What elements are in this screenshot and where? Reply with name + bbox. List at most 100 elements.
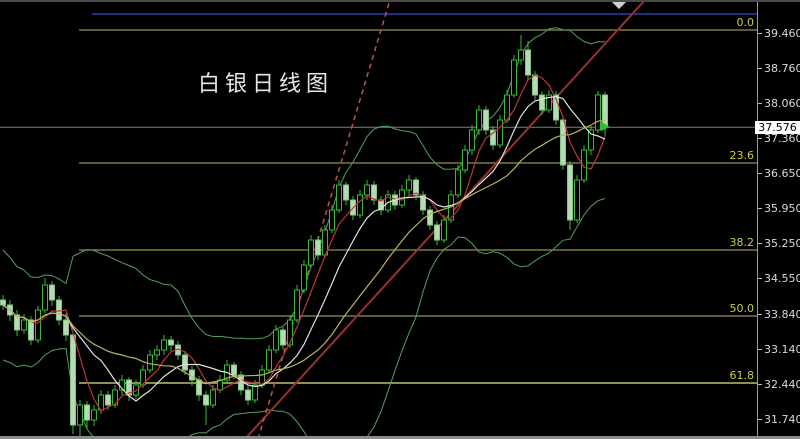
- axis-tick: [758, 208, 762, 209]
- candle-up: [329, 209, 335, 231]
- candle-down: [539, 94, 545, 111]
- candle-up: [511, 59, 517, 96]
- candle-up: [252, 384, 258, 401]
- candle-down: [280, 329, 286, 346]
- candle-up: [357, 194, 363, 216]
- top-triangle-marker: [610, 0, 628, 10]
- candle-up: [147, 354, 153, 371]
- candle-up: [406, 179, 412, 191]
- axis-tick: [758, 102, 762, 104]
- candle-down: [602, 94, 608, 128]
- candlestick-chart-canvas[interactable]: 0.0 23.6 38.2 50.0 61.8: [0, 0, 757, 439]
- candle-up: [301, 264, 307, 291]
- candle-up: [294, 289, 300, 321]
- candle-down: [532, 74, 538, 96]
- candle-up: [581, 149, 587, 181]
- axis-tick: [758, 278, 762, 279]
- candle-up: [266, 349, 272, 371]
- price-axis-label: 39.460: [764, 26, 800, 40]
- candle-down: [238, 374, 244, 391]
- candle-up: [518, 49, 524, 61]
- axis-tick: [758, 32, 762, 34]
- candle-up: [210, 389, 216, 406]
- price-axis-label: 38.760: [764, 61, 800, 75]
- candle-up: [546, 94, 552, 111]
- axis-tick: [758, 313, 762, 315]
- candle-down: [126, 379, 132, 396]
- candle-down: [371, 184, 377, 201]
- candle-up: [161, 339, 167, 351]
- axis-tick: [758, 243, 762, 244]
- axis-tick: [758, 418, 762, 420]
- axis-tick: [758, 137, 762, 139]
- candle-up: [77, 404, 83, 426]
- candle-down: [525, 49, 531, 76]
- price-axis-label: 35.950: [764, 202, 800, 215]
- axis-tick: [758, 173, 762, 174]
- price-axis-label: 33.140: [764, 342, 800, 356]
- candle-down: [427, 209, 433, 226]
- ma-fast-line: [2, 74, 606, 412]
- price-axis-label: 35.250: [764, 237, 800, 250]
- fib-label: 0.0: [737, 16, 755, 29]
- candle-up: [497, 119, 503, 146]
- candle-down: [203, 394, 209, 406]
- price-arrow-marker: [600, 121, 610, 131]
- bollinger-lower-band: [2, 198, 606, 439]
- candle-down: [168, 339, 174, 346]
- candle-up: [91, 409, 97, 421]
- axis-tick: [758, 348, 762, 350]
- price-axis-label: 38.060: [764, 96, 800, 110]
- candle-up: [112, 389, 118, 406]
- price-axis-label: 37.360: [764, 131, 800, 145]
- candle-down: [63, 319, 69, 336]
- price-axis-label: 34.550: [764, 272, 800, 285]
- candle-down: [0, 299, 6, 306]
- window-bottom-edge[interactable]: [0, 436, 800, 439]
- window-top-edge: [0, 0, 800, 2]
- candle-down: [56, 299, 62, 321]
- candle-up: [504, 94, 510, 121]
- candle-up: [469, 129, 475, 151]
- candle-down: [343, 184, 349, 201]
- candle-down: [84, 404, 90, 421]
- candle-down: [196, 379, 202, 396]
- candle-down: [49, 284, 55, 301]
- price-axis-label: 32.440: [764, 377, 800, 391]
- fib-label: 23.6: [730, 149, 755, 162]
- candle-up: [273, 329, 279, 351]
- candle-down: [420, 194, 426, 211]
- horizontal-lines-layer: [0, 13, 757, 128]
- candle-up: [287, 319, 293, 346]
- axis-tick: [758, 383, 762, 385]
- price-axis-label: 36.650: [764, 167, 800, 180]
- candles-layer: [0, 35, 608, 436]
- candle-down: [378, 199, 384, 211]
- candle-up: [588, 129, 594, 151]
- candle-down: [553, 94, 559, 121]
- candle-down: [245, 389, 251, 401]
- candle-down: [315, 239, 321, 256]
- fibonacci-retracement-layer[interactable]: 0.0 23.6 38.2 50.0 61.8: [79, 16, 757, 384]
- candle-up: [336, 184, 342, 211]
- price-axis-label: 33.840: [764, 307, 800, 321]
- price-axis: 39.460 38.760 38.060 37.360 36.650 35.950 35.2…: [757, 0, 800, 439]
- axis-tick: [758, 67, 762, 69]
- ascending-trendline-dashed[interactable]: [257, 0, 391, 439]
- fib-label: 50.0: [730, 302, 755, 315]
- candle-down: [560, 119, 566, 166]
- candle-down: [182, 354, 188, 371]
- moving-averages-layer: [2, 74, 606, 412]
- candle-up: [455, 169, 461, 196]
- candle-down: [434, 224, 440, 241]
- candle-up: [476, 109, 482, 131]
- candle-up: [308, 239, 314, 266]
- candle-down: [413, 179, 419, 196]
- candle-up: [154, 349, 160, 356]
- candle-up: [42, 284, 48, 311]
- fib-label: 38.2: [730, 236, 755, 249]
- candle-down: [231, 364, 237, 376]
- ma-mid-line: [2, 95, 606, 402]
- candle-up: [35, 309, 41, 341]
- current-price-badge: 37.576: [755, 120, 800, 134]
